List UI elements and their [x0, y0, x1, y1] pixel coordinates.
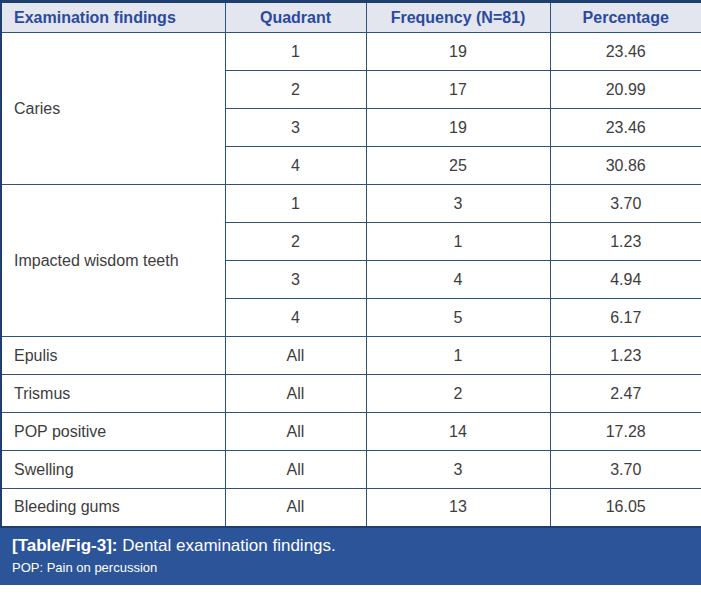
table-cell: 16.05 [550, 489, 701, 527]
table-cell: 2 [225, 71, 366, 109]
table-cell: All [225, 413, 366, 451]
table-cell: 30.86 [550, 147, 701, 185]
table-cell: 3 [366, 185, 550, 223]
table-row: SwellingAll33.70 [1, 451, 701, 489]
col-header-frequency: Frequency (N=81) [366, 2, 550, 33]
table-row: Impacted wisdom teeth133.70 [1, 185, 701, 223]
caption-bar: [Table/Fig-3]: Dental examination findin… [0, 528, 701, 585]
table-cell: 23.46 [550, 33, 701, 71]
table-cell: 3 [225, 109, 366, 147]
table-cell: 4 [366, 261, 550, 299]
table-cell: 1 [225, 33, 366, 71]
table-cell: Bleeding gums [1, 489, 225, 527]
table-cell: 17.28 [550, 413, 701, 451]
table-cell: POP positive [1, 413, 225, 451]
table-cell: 4 [225, 299, 366, 337]
table-cell: 13 [366, 489, 550, 527]
table-row: Caries11923.46 [1, 33, 701, 71]
table-cell: 20.99 [550, 71, 701, 109]
caption-line: [Table/Fig-3]: Dental examination findin… [12, 535, 689, 557]
table-cell: 3.70 [550, 451, 701, 489]
table-cell: Caries [1, 33, 225, 185]
table-cell: 3 [225, 261, 366, 299]
table-cell: All [225, 489, 366, 527]
table-cell: 3 [366, 451, 550, 489]
table-header-row: Examination findings Quadrant Frequency … [1, 2, 701, 33]
dental-findings-table: Examination findings Quadrant Frequency … [0, 0, 701, 528]
table-cell: 1 [225, 185, 366, 223]
table-cell: All [225, 451, 366, 489]
table-cell: 1 [366, 337, 550, 375]
table-cell: All [225, 375, 366, 413]
table-cell: Impacted wisdom teeth [1, 185, 225, 337]
table-cell: All [225, 337, 366, 375]
table-cell: 17 [366, 71, 550, 109]
table-row: TrismusAll22.47 [1, 375, 701, 413]
table-cell: 6.17 [550, 299, 701, 337]
table-row: POP positiveAll1417.28 [1, 413, 701, 451]
table-cell: Trismus [1, 375, 225, 413]
table-row: EpulisAll11.23 [1, 337, 701, 375]
table-cell: 4.94 [550, 261, 701, 299]
table-body: Caries11923.4621720.9931923.4642530.86Im… [1, 33, 701, 527]
table-cell: 2 [225, 223, 366, 261]
col-header-percentage: Percentage [550, 2, 701, 33]
table-cell: 25 [366, 147, 550, 185]
table-cell: 5 [366, 299, 550, 337]
table-cell: 23.46 [550, 109, 701, 147]
table-cell: 3.70 [550, 185, 701, 223]
page: Examination findings Quadrant Frequency … [0, 0, 701, 599]
caption-footnote: POP: Pain on percussion [12, 560, 689, 576]
table-cell: 19 [366, 109, 550, 147]
table-cell: 14 [366, 413, 550, 451]
col-header-quadrant: Quadrant [225, 2, 366, 33]
caption-title: Dental examination findings. [122, 536, 336, 555]
table-cell: 2.47 [550, 375, 701, 413]
table-cell: 1.23 [550, 337, 701, 375]
table-fig-label: [Table/Fig-3]: [12, 536, 117, 555]
table-cell: 4 [225, 147, 366, 185]
table-cell: 19 [366, 33, 550, 71]
col-header-examination-findings: Examination findings [1, 2, 225, 33]
table-row: Bleeding gumsAll1316.05 [1, 489, 701, 527]
table-cell: 1.23 [550, 223, 701, 261]
table-cell: 1 [366, 223, 550, 261]
table-cell: 2 [366, 375, 550, 413]
table-cell: Epulis [1, 337, 225, 375]
table-cell: Swelling [1, 451, 225, 489]
